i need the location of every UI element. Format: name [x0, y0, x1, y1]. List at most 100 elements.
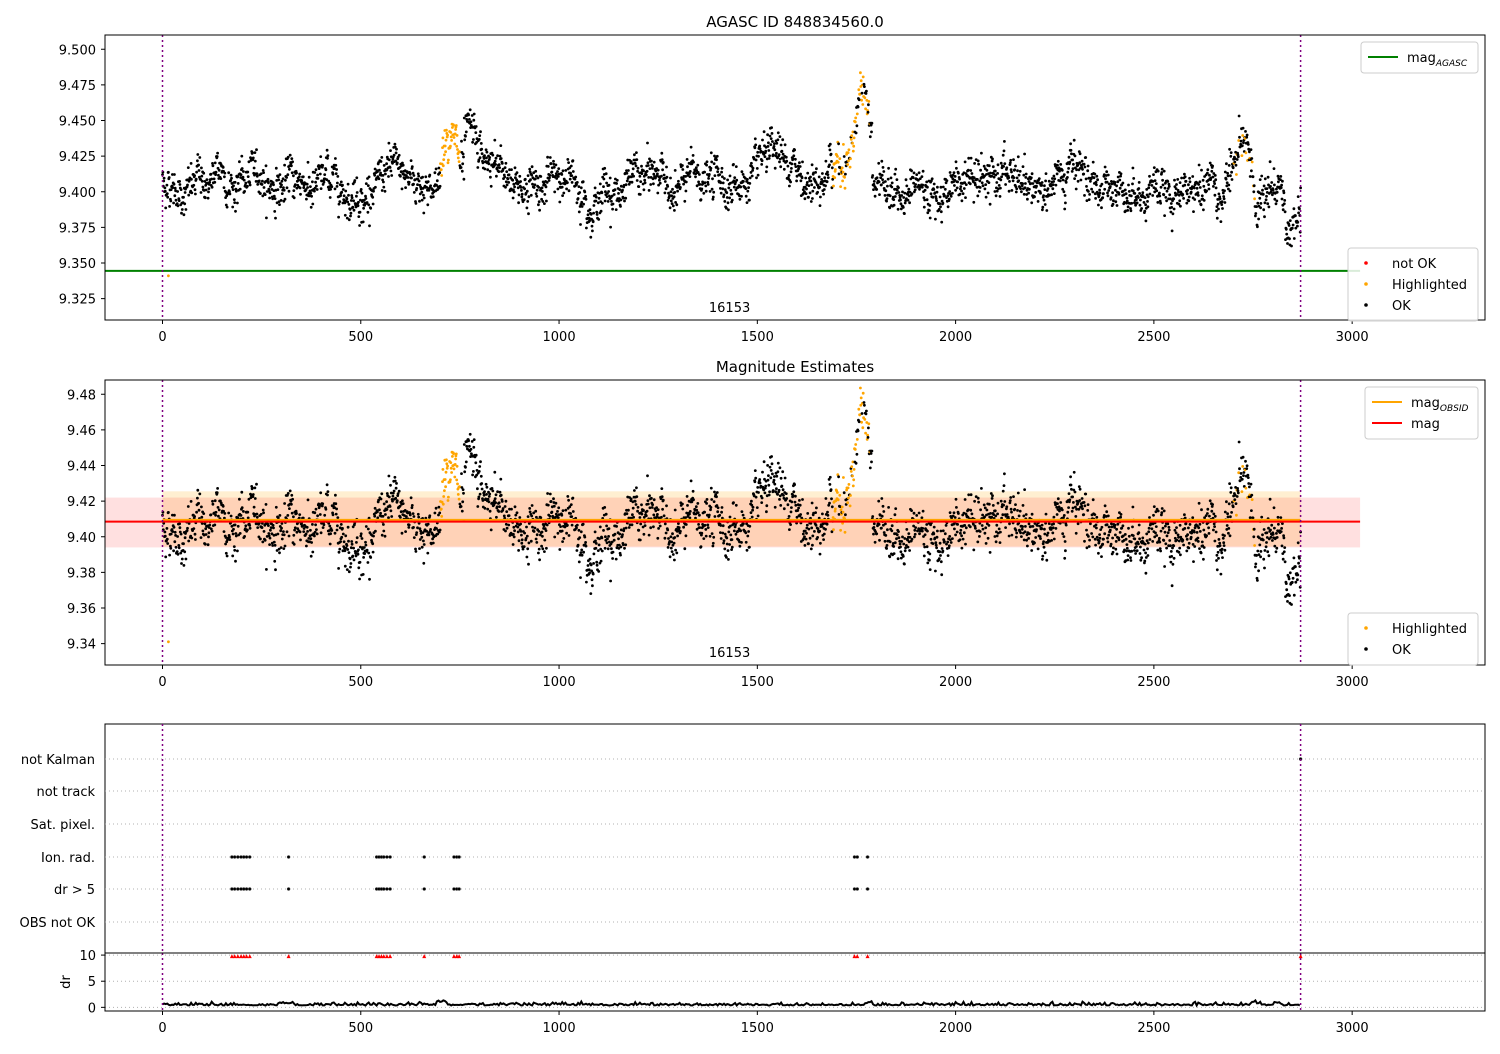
- data-point: [894, 168, 897, 171]
- data-point: [290, 164, 293, 167]
- data-point: [623, 200, 626, 203]
- data-point: [1110, 180, 1113, 183]
- data-point: [1202, 185, 1205, 188]
- data-point: [313, 171, 316, 174]
- data-point: [682, 183, 685, 186]
- data-point: [401, 532, 404, 535]
- data-point: [1003, 162, 1006, 165]
- data-point: [337, 567, 340, 570]
- data-point: [531, 526, 534, 529]
- data-point: [535, 195, 538, 198]
- data-point: [918, 171, 921, 174]
- data-point: [206, 178, 209, 181]
- data-point: [861, 103, 864, 106]
- data-point: [1262, 208, 1265, 211]
- data-point: [908, 201, 911, 204]
- data-point: [401, 188, 404, 191]
- data-point: [415, 531, 418, 534]
- data-point: [839, 185, 842, 188]
- data-point: [902, 206, 905, 209]
- data-point: [171, 530, 174, 533]
- data-point: [948, 190, 951, 193]
- data-point: [1128, 190, 1131, 193]
- data-point: [323, 523, 326, 526]
- data-point: [698, 173, 701, 176]
- data-point: [761, 139, 764, 142]
- data-point: [486, 508, 489, 511]
- data-point: [328, 525, 331, 528]
- data-point: [924, 533, 927, 536]
- data-point: [825, 497, 828, 500]
- data-point: [264, 193, 267, 196]
- data-point: [670, 194, 673, 197]
- data-point: [367, 211, 370, 214]
- data-point: [900, 550, 903, 553]
- data-point: [183, 550, 186, 553]
- data-point: [788, 185, 791, 188]
- data-point: [223, 175, 226, 178]
- data-point: [367, 184, 370, 187]
- data-point: [186, 527, 189, 530]
- data-point: [372, 203, 375, 206]
- data-point: [187, 505, 190, 508]
- data-point: [673, 209, 676, 212]
- data-point: [748, 182, 751, 185]
- data-point: [818, 530, 821, 533]
- data-point: [1148, 184, 1151, 187]
- data-point: [885, 547, 888, 550]
- data-point: [715, 495, 718, 498]
- data-point: [1041, 206, 1044, 209]
- data-point: [195, 171, 198, 174]
- data-point: [997, 163, 1000, 166]
- data-point: [1094, 197, 1097, 200]
- data-point: [214, 173, 217, 176]
- data-point: [733, 186, 736, 189]
- data-point: [953, 184, 956, 187]
- data-point: [1075, 188, 1078, 191]
- data-point: [557, 167, 560, 170]
- data-point: [981, 181, 984, 184]
- data-point: [963, 524, 966, 527]
- data-point: [1140, 207, 1143, 210]
- data-point: [1088, 198, 1091, 201]
- data-point: [821, 513, 824, 516]
- data-point: [1084, 156, 1087, 159]
- data-point: [773, 148, 776, 151]
- data-point: [286, 514, 289, 517]
- data-point: [368, 224, 371, 227]
- data-point: [698, 514, 701, 517]
- data-point: [631, 523, 634, 526]
- data-point: [528, 507, 531, 510]
- data-point: [809, 176, 812, 179]
- data-point: [499, 155, 502, 158]
- data-point: [1241, 134, 1244, 137]
- data-point: [833, 176, 836, 179]
- data-point: [384, 173, 387, 176]
- data-point: [198, 156, 201, 159]
- data-point: [647, 161, 650, 164]
- data-point: [988, 181, 991, 184]
- data-point: [764, 150, 767, 153]
- data-point: [1019, 170, 1022, 173]
- data-point: [1259, 178, 1262, 181]
- data-point: [180, 188, 183, 191]
- data-point: [801, 161, 804, 164]
- data-point: [557, 188, 560, 191]
- data-point: [967, 157, 970, 160]
- data-point: [660, 487, 663, 490]
- data-point: [413, 536, 416, 539]
- data-point: [1200, 169, 1203, 172]
- data-point: [418, 547, 421, 550]
- data-point: [295, 512, 298, 515]
- data-point: [166, 196, 169, 199]
- data-point: [1024, 176, 1027, 179]
- data-point: [320, 531, 323, 534]
- data-point: [208, 187, 211, 190]
- data-point: [1228, 148, 1231, 151]
- data-point: [462, 492, 465, 495]
- data-point: [1230, 171, 1233, 174]
- data-point: [309, 529, 312, 532]
- data-point: [357, 566, 360, 569]
- data-point: [611, 208, 614, 211]
- data-point: [414, 548, 417, 551]
